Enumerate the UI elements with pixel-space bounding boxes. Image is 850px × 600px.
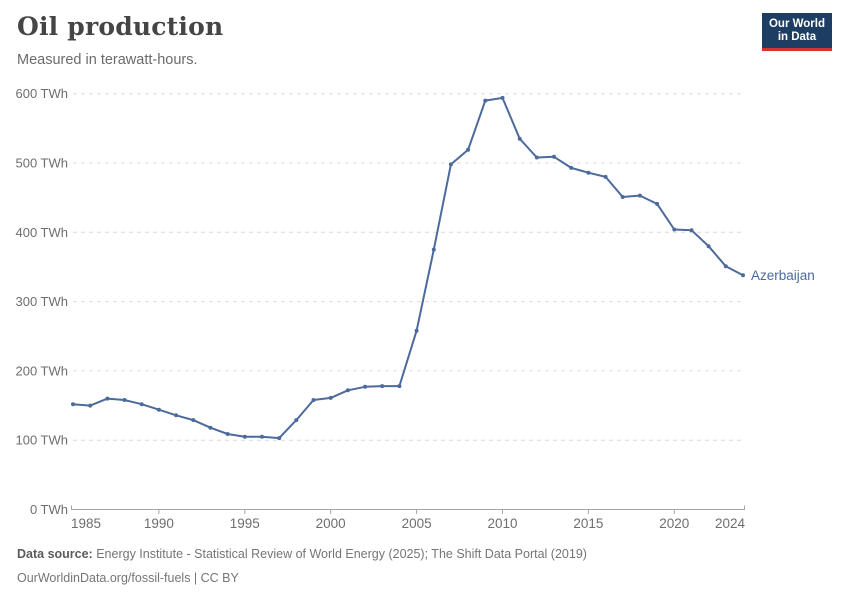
data-point-2013[interactable] bbox=[552, 154, 556, 159]
chart-footer: Data source: Energy Institute - Statisti… bbox=[17, 546, 587, 594]
data-point-2010[interactable] bbox=[500, 95, 505, 100]
x-tick-label-1985: 1985 bbox=[71, 516, 101, 531]
y-tick-label-500: 500 TWh bbox=[15, 156, 68, 171]
data-point-2019[interactable] bbox=[655, 201, 660, 206]
data-point-2003[interactable] bbox=[380, 384, 385, 389]
data-point-2021[interactable] bbox=[689, 228, 694, 233]
data-point-2004[interactable] bbox=[397, 384, 402, 389]
data-point-2011[interactable] bbox=[517, 136, 522, 141]
data-point-1988[interactable] bbox=[122, 398, 127, 402]
x-tick-label-2024: 2024 bbox=[715, 516, 746, 531]
data-point-2000[interactable] bbox=[328, 395, 333, 400]
data-point-2009[interactable] bbox=[483, 98, 488, 103]
data-point-2017[interactable] bbox=[620, 195, 625, 199]
data-point-1990[interactable] bbox=[156, 407, 161, 412]
data-point-2016[interactable] bbox=[603, 174, 608, 179]
y-tick-label-100: 100 TWh bbox=[15, 433, 68, 448]
logo-line-2: in Data bbox=[777, 31, 817, 43]
license-line: OurWorldinData.org/fossil-fuels | CC BY bbox=[17, 570, 587, 587]
data-point-2023[interactable] bbox=[723, 264, 728, 269]
data-point-1992[interactable] bbox=[191, 418, 196, 423]
data-point-2008[interactable] bbox=[466, 147, 471, 152]
data-point-1985[interactable] bbox=[71, 402, 75, 407]
license-text: CC BY bbox=[200, 571, 239, 585]
series-azerbaijan[interactable] bbox=[71, 95, 745, 441]
data-point-2007[interactable] bbox=[448, 162, 453, 167]
data-point-2020[interactable] bbox=[672, 227, 677, 232]
logo-line-1: Our World bbox=[768, 18, 825, 30]
data-point-1994[interactable] bbox=[225, 432, 230, 436]
data-point-1996[interactable] bbox=[260, 434, 264, 439]
data-point-1987[interactable] bbox=[105, 396, 110, 401]
y-tick-label-200: 200 TWh bbox=[15, 363, 68, 378]
data-point-1991[interactable] bbox=[174, 413, 179, 418]
data-point-1998[interactable] bbox=[294, 418, 299, 423]
data-point-1995[interactable] bbox=[242, 434, 247, 439]
separator: | bbox=[190, 571, 201, 585]
chart-subtitle: Measured in terawatt-hours. bbox=[17, 52, 198, 68]
x-tick-label-2000: 2000 bbox=[316, 516, 346, 531]
x-tick-label-2020: 2020 bbox=[659, 516, 689, 531]
data-point-2018[interactable] bbox=[637, 193, 642, 198]
data-point-2012[interactable] bbox=[534, 155, 539, 160]
data-line[interactable] bbox=[72, 96, 744, 440]
data-point-1986[interactable] bbox=[88, 403, 93, 408]
data-point-2015[interactable] bbox=[586, 170, 591, 175]
data-point-2005[interactable] bbox=[414, 328, 419, 333]
y-tick-label-400: 400 TWh bbox=[15, 225, 68, 240]
owid-logo[interactable]: Our World in Data bbox=[761, 13, 832, 51]
owid-url-link[interactable]: OurWorldinData.org/fossil-fuels bbox=[17, 571, 191, 585]
x-tick-label-2005: 2005 bbox=[402, 516, 432, 531]
data-source-text: Energy Institute - Statistical Review of… bbox=[92, 547, 587, 561]
data-point-2001[interactable] bbox=[345, 388, 350, 393]
x-tick-label-1990: 1990 bbox=[144, 516, 174, 531]
data-point-1999[interactable] bbox=[311, 398, 316, 402]
x-tick-label-2015: 2015 bbox=[573, 516, 603, 531]
y-tick-label-300: 300 TWh bbox=[15, 294, 68, 309]
data-point-2002[interactable] bbox=[363, 384, 368, 389]
y-tick-label-0: 0 TWh bbox=[30, 502, 68, 517]
y-tick-label-600: 600 TWh bbox=[15, 86, 68, 101]
data-point-2006[interactable] bbox=[431, 247, 436, 252]
data-point-2014[interactable] bbox=[569, 165, 574, 170]
data-source-line: Data source: Energy Institute - Statisti… bbox=[17, 546, 587, 563]
x-tick-label-1995: 1995 bbox=[230, 516, 260, 531]
data-point-2024[interactable] bbox=[741, 273, 745, 278]
x-tick-label-2010: 2010 bbox=[487, 516, 517, 531]
data-point-1989[interactable] bbox=[139, 402, 144, 407]
data-source-label: Data source: bbox=[17, 547, 93, 561]
data-point-2022[interactable] bbox=[706, 244, 711, 249]
page-title: Oil production bbox=[17, 12, 224, 41]
data-point-1997[interactable] bbox=[277, 436, 282, 441]
data-point-1993[interactable] bbox=[208, 425, 213, 430]
series-end-label: Azerbaijan bbox=[751, 268, 815, 283]
